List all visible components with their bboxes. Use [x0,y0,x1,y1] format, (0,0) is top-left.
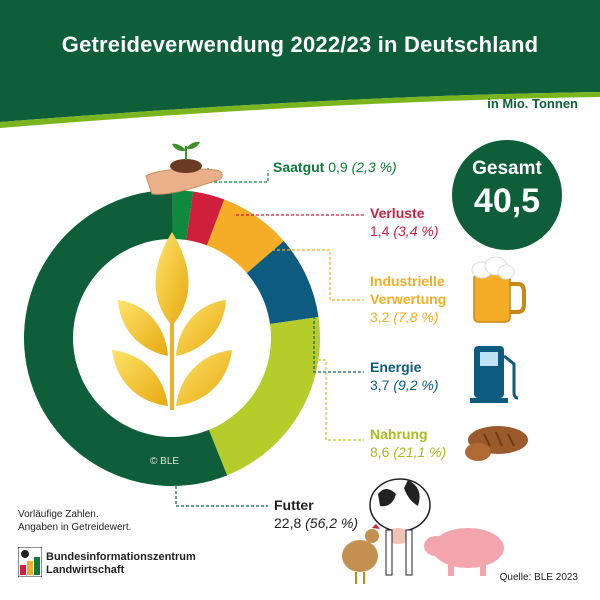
label-futter: Futter 22,8 (56,2 %) [274,496,358,532]
slice-name: Saatgut [273,159,325,175]
page-title: Getreideverwendung 2022/23 in Deutschlan… [61,32,539,57]
slice-percent: (7,8 %) [393,309,439,325]
slice-industrielle-verwertung [206,199,284,274]
unit-label: in Mio. Tonnen [487,96,578,111]
footnote-line: Angaben in Getreidewert. [18,522,132,533]
header-banner [0,0,600,128]
slice-nahrung [208,317,320,476]
seed-hand-icon [145,141,223,195]
source-text: Quelle: BLE 2023 [499,572,578,583]
slice-percent: (2,3 %) [351,159,397,175]
slice-energie [246,241,319,324]
beer-icon [471,256,526,323]
slice-value: 3,2 [370,309,390,325]
slice-name: Verluste [370,205,425,221]
label-industrielle-verwertung: Industrielle Verwertung 3,2 (7,8 %) [370,272,446,326]
leader-line-industrielle-verwertung [272,249,364,301]
label-saatgut: Saatgut 0,9 (2,3 %) [273,158,397,176]
slice-name: Nahrung [370,426,428,442]
slice-name: Futter [274,497,314,513]
slice-value: 3,7 [370,377,390,393]
ble-logo-text: Bundesinformationszentrum Landwirtschaft [46,551,196,577]
leader-line-nahrung [318,359,364,441]
ble-logo-icon [18,547,42,577]
fuel-pump-icon [470,346,519,403]
slice-percent: (9,2 %) [393,377,439,393]
leader-line-futter [175,486,268,507]
footnote: Vorläufige Zahlen. Angaben in Getreidewe… [18,508,131,534]
label-nahrung: Nahrung 8,6 (21,1 %) [370,425,446,461]
slice-percent: (56,2 %) [305,515,359,531]
slice-name-line1: Industrielle [370,273,445,289]
leader-line-energie [305,299,364,373]
logo-line: Bundesinformationszentrum [46,551,196,563]
slice-percent: (3,4 %) [393,223,439,239]
logo-line: Landwirtschaft [46,564,125,576]
bread-icon [465,426,528,461]
slice-value: 22,8 [274,515,302,531]
slice-name-line2: Verwertung [370,291,447,307]
total-badge: Gesamt 40,5 [452,140,562,250]
slice-futter [24,189,228,486]
total-value: 40,5 [473,182,541,220]
footnote-line: Vorläufige Zahlen. [18,509,99,520]
slice-value: 8,6 [370,444,390,460]
wheat-icon [112,232,232,410]
slice-value: 0,9 [328,159,348,175]
slice-name: Energie [370,359,422,375]
chicken-icon [342,524,380,584]
copyright-text: © BLE [150,456,180,467]
pig-icon [424,528,504,576]
slice-value: 1,4 [370,223,390,239]
slice-saatgut [172,190,194,241]
slice-percent: (21,1 %) [393,444,447,460]
label-verluste: Verluste 1,4 (3,4 %) [370,204,438,240]
cow-icon [369,478,431,576]
total-label: Gesamt [472,158,542,179]
label-energie: Energie 3,7 (9,2 %) [370,358,438,394]
slice-verluste [186,191,225,246]
